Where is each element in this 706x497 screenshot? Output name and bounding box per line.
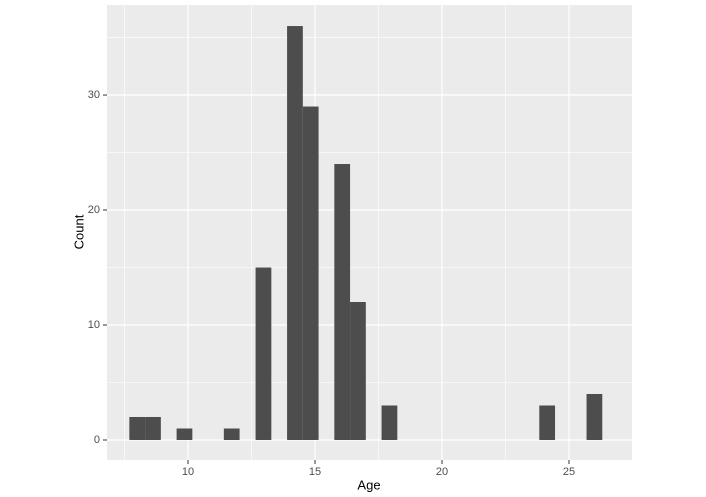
bar bbox=[350, 302, 366, 440]
bar bbox=[539, 405, 556, 440]
y-tick-label: 10 bbox=[88, 319, 100, 331]
y-tick-label: 20 bbox=[88, 204, 100, 216]
bar bbox=[586, 393, 603, 440]
bars bbox=[129, 26, 603, 440]
y-tick-label: 30 bbox=[88, 89, 100, 101]
y-axis-label: Count bbox=[71, 214, 86, 249]
bar bbox=[255, 267, 272, 440]
x-tick-label: 10 bbox=[182, 466, 194, 478]
bar bbox=[302, 106, 319, 440]
bar bbox=[334, 164, 351, 440]
bar bbox=[145, 416, 161, 440]
bar bbox=[129, 416, 146, 440]
x-axis-label: Age bbox=[357, 477, 380, 492]
panel bbox=[107, 5, 632, 460]
bar bbox=[381, 405, 398, 440]
axes: 10 15 20 25 0 10 20 30 bbox=[88, 89, 575, 478]
y-tick-label: 0 bbox=[94, 434, 100, 446]
bar bbox=[223, 428, 240, 440]
x-tick-label: 20 bbox=[436, 466, 448, 478]
x-tick-label: 15 bbox=[309, 466, 321, 478]
x-tick-label: 25 bbox=[563, 466, 575, 478]
bar bbox=[176, 428, 193, 440]
bar bbox=[287, 26, 303, 440]
